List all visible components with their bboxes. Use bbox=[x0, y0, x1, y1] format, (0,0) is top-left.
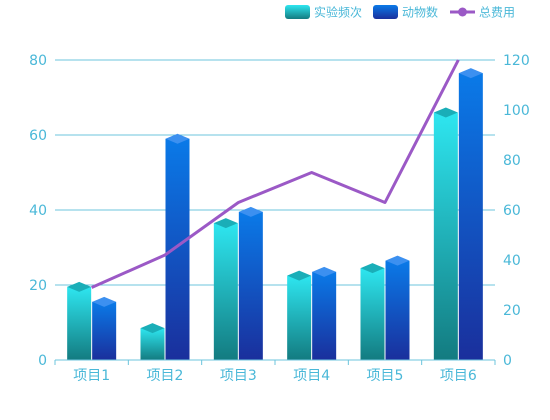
legend-item-3[interactable]: 总费用 bbox=[450, 6, 515, 20]
x-tick-label: 项目6 bbox=[440, 368, 477, 384]
bar-cap-2 bbox=[458, 68, 483, 79]
x-tick-label: 项目1 bbox=[73, 368, 110, 384]
y-right-tick-label: 100 bbox=[503, 103, 530, 119]
bar-cap-1 bbox=[213, 218, 238, 229]
bar-2[interactable] bbox=[458, 73, 483, 360]
legend-item-1[interactable]: 实验频次 bbox=[285, 5, 362, 20]
x-tick-label: 项目3 bbox=[220, 368, 257, 384]
grid-lines bbox=[55, 59, 495, 361]
axes: 0 20 40 60 80 0 20 40 60 80 100 120 项目1 项目2 项目3 项目4 项目5 项… bbox=[29, 53, 530, 384]
y-right-tick-label: 0 bbox=[503, 353, 512, 369]
y-left-tick-label: 40 bbox=[29, 203, 47, 219]
bar-cap-2 bbox=[385, 255, 410, 266]
x-tick-label: 项目4 bbox=[293, 368, 330, 384]
bar-1[interactable] bbox=[287, 275, 312, 360]
line-series bbox=[91, 59, 460, 289]
y-left-tick-label: 20 bbox=[29, 278, 47, 294]
y-left-tick-label: 80 bbox=[29, 53, 47, 69]
legend-item-2[interactable]: 动物数 bbox=[373, 5, 438, 20]
bar-cap-2 bbox=[312, 266, 337, 277]
bar-cap-2 bbox=[165, 133, 190, 144]
y-right-tick-label: 80 bbox=[503, 153, 521, 169]
bars bbox=[67, 68, 483, 360]
x-tick-label: 项目5 bbox=[367, 368, 404, 384]
bar-cap-2 bbox=[238, 206, 263, 217]
y-right-tick-label: 40 bbox=[503, 253, 521, 269]
bar-cap-1 bbox=[433, 107, 458, 118]
bar-cap-1 bbox=[287, 270, 312, 281]
bar-1[interactable] bbox=[433, 112, 458, 361]
bar-2[interactable] bbox=[238, 211, 263, 360]
bar-2[interactable] bbox=[92, 301, 117, 360]
y-left-tick-label: 60 bbox=[29, 128, 47, 144]
bar-1[interactable] bbox=[67, 286, 92, 360]
bar-1[interactable] bbox=[140, 328, 165, 360]
legend-swatch bbox=[373, 5, 398, 19]
bar-2[interactable] bbox=[385, 260, 410, 360]
bar-cap-1 bbox=[140, 323, 165, 334]
y-right-tick-label: 20 bbox=[503, 303, 521, 319]
legend-label: 总费用 bbox=[479, 6, 515, 20]
y-left-tick-label: 0 bbox=[38, 353, 47, 369]
legend-swatch-dot bbox=[458, 7, 467, 17]
x-tick-label: 项目2 bbox=[147, 368, 184, 384]
line-total-cost[interactable] bbox=[91, 59, 460, 289]
legend[interactable]: 实验频次 动物数 总费用 bbox=[285, 5, 515, 20]
bar-cap-1 bbox=[67, 281, 92, 292]
bar-1[interactable] bbox=[360, 268, 385, 360]
legend-label: 动物数 bbox=[402, 5, 438, 20]
bar-2[interactable] bbox=[312, 271, 337, 360]
bar-cap-2 bbox=[92, 296, 117, 307]
bar-2[interactable] bbox=[165, 138, 190, 360]
y-right-tick-label: 120 bbox=[503, 53, 530, 69]
bar-cap-1 bbox=[360, 263, 385, 274]
legend-swatch bbox=[285, 5, 310, 19]
bar-1[interactable] bbox=[213, 223, 238, 360]
legend-label: 实验频次 bbox=[314, 5, 362, 20]
y-right-tick-label: 60 bbox=[503, 203, 521, 219]
